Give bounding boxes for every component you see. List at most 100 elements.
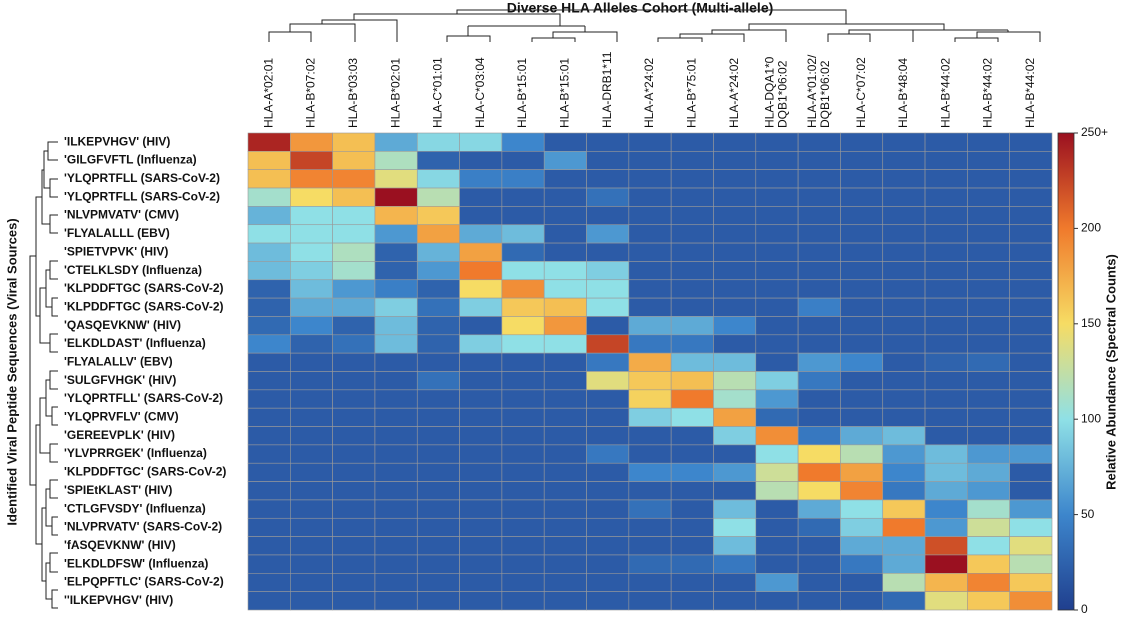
heatmap-cell	[670, 334, 714, 354]
heatmap-cell	[543, 481, 587, 501]
heatmap-cell	[797, 352, 841, 372]
heatmap-cell	[374, 444, 418, 464]
heatmap-cell	[670, 407, 714, 427]
heatmap-cell	[247, 591, 291, 611]
heatmap-cell	[713, 297, 757, 317]
heatmap-cell	[713, 187, 757, 207]
heatmap-cell	[882, 224, 926, 244]
heatmap-cell	[416, 554, 460, 574]
row-label: 'SPIETVPVK' (HIV)	[64, 244, 168, 258]
heatmap-cell	[840, 352, 884, 372]
heatmap-cell	[840, 536, 884, 556]
heatmap-cell	[374, 206, 418, 226]
column-label: HLA-DQA1*0	[763, 56, 777, 128]
heatmap-cell	[543, 499, 587, 519]
heatmap-cell	[670, 426, 714, 446]
heatmap-cell	[755, 187, 799, 207]
heatmap-cell	[628, 389, 672, 409]
heatmap-cell	[628, 261, 672, 281]
heatmap-cell	[290, 132, 333, 152]
heatmap-cell	[332, 591, 376, 611]
heatmap-cell	[332, 371, 376, 391]
heatmap-cell	[967, 316, 1010, 336]
heatmap-cell	[543, 517, 587, 537]
heatmap-cell	[882, 554, 926, 574]
heatmap-cell	[882, 426, 926, 446]
heatmap-cell	[374, 316, 418, 336]
heatmap-cell	[332, 187, 376, 207]
heatmap-cell	[543, 444, 587, 464]
heatmap-cell	[628, 426, 672, 446]
heatmap-cell	[755, 334, 799, 354]
heatmap-cell	[247, 187, 291, 207]
heatmap-cell	[670, 297, 714, 317]
heatmap-cell	[586, 444, 630, 464]
heatmap-cell	[332, 352, 376, 372]
heatmap-cell	[416, 426, 460, 446]
heatmap-cell	[459, 334, 503, 354]
row-label: 'YLQPRTFLL (SARS-CoV-2)	[64, 189, 220, 203]
heatmap-cell	[755, 554, 799, 574]
heatmap-cell	[501, 316, 545, 336]
heatmap-cell	[1009, 426, 1053, 446]
heatmap-cell	[374, 462, 418, 482]
heatmap-cell	[797, 573, 841, 592]
heatmap-cell	[840, 169, 884, 189]
heatmap-cell	[967, 297, 1010, 317]
column-label: HLA-C*07:02	[854, 57, 868, 128]
heatmap-cell	[332, 242, 376, 262]
heatmap-cell	[755, 297, 799, 317]
heatmap-cell	[797, 224, 841, 244]
heatmap-cell	[755, 261, 799, 281]
heatmap-cell	[755, 481, 799, 501]
heatmap-cell	[670, 316, 714, 336]
heatmap-cell	[882, 407, 926, 427]
heatmap-cell	[924, 151, 968, 170]
heatmap-cell	[586, 591, 630, 611]
row-label: 'GILGFVFTL (Influenza)	[64, 153, 197, 167]
heatmap-cell	[967, 389, 1010, 409]
heatmap-cell	[247, 389, 291, 409]
heatmap-cell	[628, 591, 672, 611]
heatmap-cell	[967, 371, 1010, 391]
row-label: 'CTELKLSDY (Influenza)	[64, 263, 202, 277]
heatmap-cell	[290, 444, 333, 464]
heatmap-cell	[374, 187, 418, 207]
column-label: HLA-A*02:01	[261, 58, 275, 128]
row-label: 'GEREEVPLK' (HIV)	[64, 428, 175, 442]
heatmap-cell	[247, 297, 291, 317]
heatmap-cell	[374, 499, 418, 519]
heatmap-cell	[628, 352, 672, 372]
heatmap-cell	[670, 187, 714, 207]
heatmap-cell	[543, 407, 587, 427]
heatmap-cell	[797, 187, 841, 207]
heatmap-cell	[543, 261, 587, 281]
heatmap-cell	[755, 206, 799, 226]
heatmap-cell	[501, 499, 545, 519]
heatmap-cell	[374, 352, 418, 372]
heatmap-cell	[924, 279, 968, 299]
column-label: HLA-B*75:01	[684, 58, 698, 128]
heatmap-cell	[628, 573, 672, 592]
heatmap-cell	[713, 573, 757, 592]
heatmap-cell	[755, 462, 799, 482]
heatmap-cell	[501, 481, 545, 501]
heatmap-cell	[543, 536, 587, 556]
heatmap-cell	[501, 169, 545, 189]
column-label: HLA-C*03:04	[473, 57, 487, 128]
heatmap-cell	[882, 389, 926, 409]
heatmap-cell	[755, 151, 799, 170]
heatmap-cell	[882, 517, 926, 537]
heatmap-cell	[586, 316, 630, 336]
heatmap-cell	[374, 554, 418, 574]
heatmap-cell	[416, 242, 460, 262]
row-label: ''ILKEPVHGV' (HIV)	[64, 593, 173, 607]
heatmap-cell	[416, 352, 460, 372]
heatmap-cell	[797, 389, 841, 409]
heatmap-cell	[840, 481, 884, 501]
heatmap-cell	[967, 554, 1010, 574]
column-label: HLA-B*44:02	[938, 58, 952, 128]
heatmap-cell	[1009, 536, 1053, 556]
heatmap-cell	[1009, 132, 1053, 152]
